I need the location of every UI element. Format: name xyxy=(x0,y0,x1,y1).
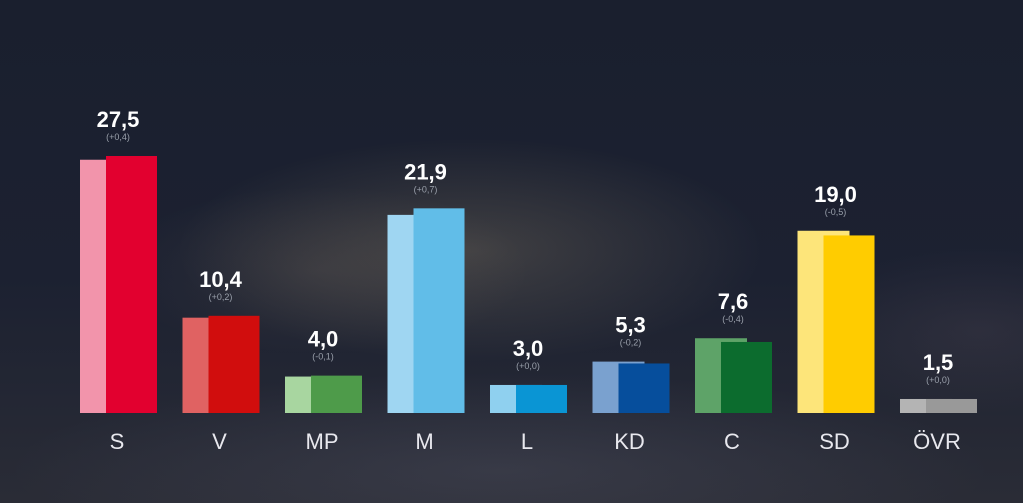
change-label-övr: (+0,0) xyxy=(926,375,950,385)
value-label-l: 3,0 xyxy=(513,336,544,361)
value-label-s: 27,5 xyxy=(97,107,140,132)
bar-current-m xyxy=(413,208,465,413)
category-label-m: M xyxy=(415,429,433,454)
category-label-kd: KD xyxy=(614,429,645,454)
value-label-c: 7,6 xyxy=(718,289,749,314)
category-label-sd: SD xyxy=(819,429,850,454)
change-label-m: (+0,7) xyxy=(414,184,438,194)
value-label-kd: 5,3 xyxy=(615,313,646,338)
value-label-m: 21,9 xyxy=(404,159,447,184)
bar-current-c xyxy=(721,341,772,413)
change-label-v: (+0,2) xyxy=(209,292,233,302)
category-label-l: L xyxy=(521,429,533,454)
category-label-c: C xyxy=(724,429,740,454)
bar-current-mp xyxy=(311,375,362,413)
bar-current-kd xyxy=(618,363,670,413)
bar-current-övr xyxy=(926,398,977,413)
change-label-kd: (-0,2) xyxy=(620,338,642,348)
change-label-mp: (-0,1) xyxy=(312,352,334,362)
category-label-mp: MP xyxy=(306,429,339,454)
change-label-l: (+0,0) xyxy=(516,361,540,371)
category-label-s: S xyxy=(110,429,125,454)
value-label-mp: 4,0 xyxy=(308,327,339,352)
bar-current-l xyxy=(516,384,567,413)
change-label-c: (-0,4) xyxy=(722,314,744,324)
change-label-s: (+0,4) xyxy=(106,132,130,142)
category-label-v: V xyxy=(212,429,227,454)
bar-current-v xyxy=(208,315,260,413)
value-label-sd: 19,0 xyxy=(814,182,857,207)
bar-current-s xyxy=(106,156,157,413)
value-label-övr: 1,5 xyxy=(923,350,954,375)
category-label-övr: ÖVR xyxy=(913,429,961,454)
value-label-v: 10,4 xyxy=(199,267,243,292)
change-label-sd: (-0,5) xyxy=(825,207,847,217)
bar-current-sd xyxy=(823,235,875,413)
